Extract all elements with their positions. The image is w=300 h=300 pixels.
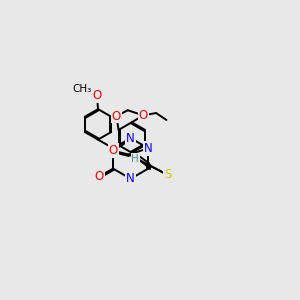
Text: O: O	[92, 89, 101, 102]
Text: O: O	[109, 144, 118, 157]
Text: O: O	[112, 110, 121, 122]
Text: N: N	[126, 132, 135, 145]
Text: O: O	[139, 109, 148, 122]
Text: N: N	[126, 172, 135, 185]
Text: N: N	[144, 142, 153, 155]
Text: H: H	[131, 154, 139, 164]
Text: CH₃: CH₃	[72, 85, 92, 94]
Text: S: S	[164, 168, 171, 182]
Text: O: O	[94, 170, 104, 183]
